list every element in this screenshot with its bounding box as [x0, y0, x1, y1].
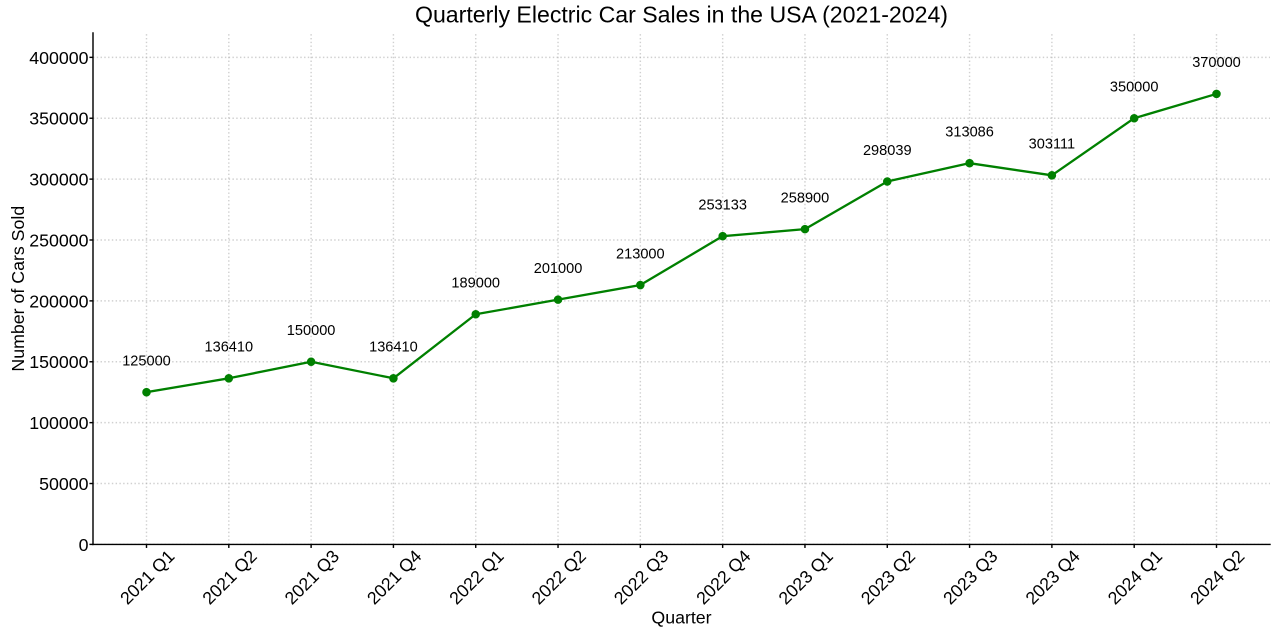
svg-text:Quarterly Electric Car Sales i: Quarterly Electric Car Sales in the USA … [415, 1, 948, 27]
svg-text:Number of Cars Sold: Number of Cars Sold [8, 206, 28, 372]
svg-text:150000: 150000 [287, 323, 336, 339]
svg-text:258900: 258900 [781, 190, 830, 206]
svg-text:250000: 250000 [29, 230, 88, 250]
svg-text:303111: 303111 [1029, 137, 1075, 153]
svg-text:200000: 200000 [29, 291, 88, 311]
svg-text:Quarter: Quarter [651, 607, 711, 627]
svg-text:100000: 100000 [29, 413, 88, 433]
svg-text:201000: 201000 [534, 261, 583, 277]
svg-text:253133: 253133 [698, 198, 747, 214]
svg-text:370000: 370000 [1192, 55, 1241, 71]
svg-text:50000: 50000 [39, 474, 89, 494]
svg-text:350000: 350000 [29, 109, 88, 129]
svg-text:136410: 136410 [369, 340, 418, 356]
svg-text:125000: 125000 [122, 354, 171, 370]
svg-text:313086: 313086 [945, 125, 994, 141]
svg-text:150000: 150000 [29, 352, 88, 372]
svg-text:350000: 350000 [1110, 80, 1159, 96]
svg-text:300000: 300000 [29, 170, 88, 190]
svg-text:0: 0 [79, 535, 89, 555]
svg-text:213000: 213000 [616, 246, 665, 262]
svg-text:136410: 136410 [205, 340, 254, 356]
svg-text:298039: 298039 [863, 143, 912, 159]
svg-text:189000: 189000 [451, 276, 500, 292]
svg-text:400000: 400000 [29, 48, 88, 68]
